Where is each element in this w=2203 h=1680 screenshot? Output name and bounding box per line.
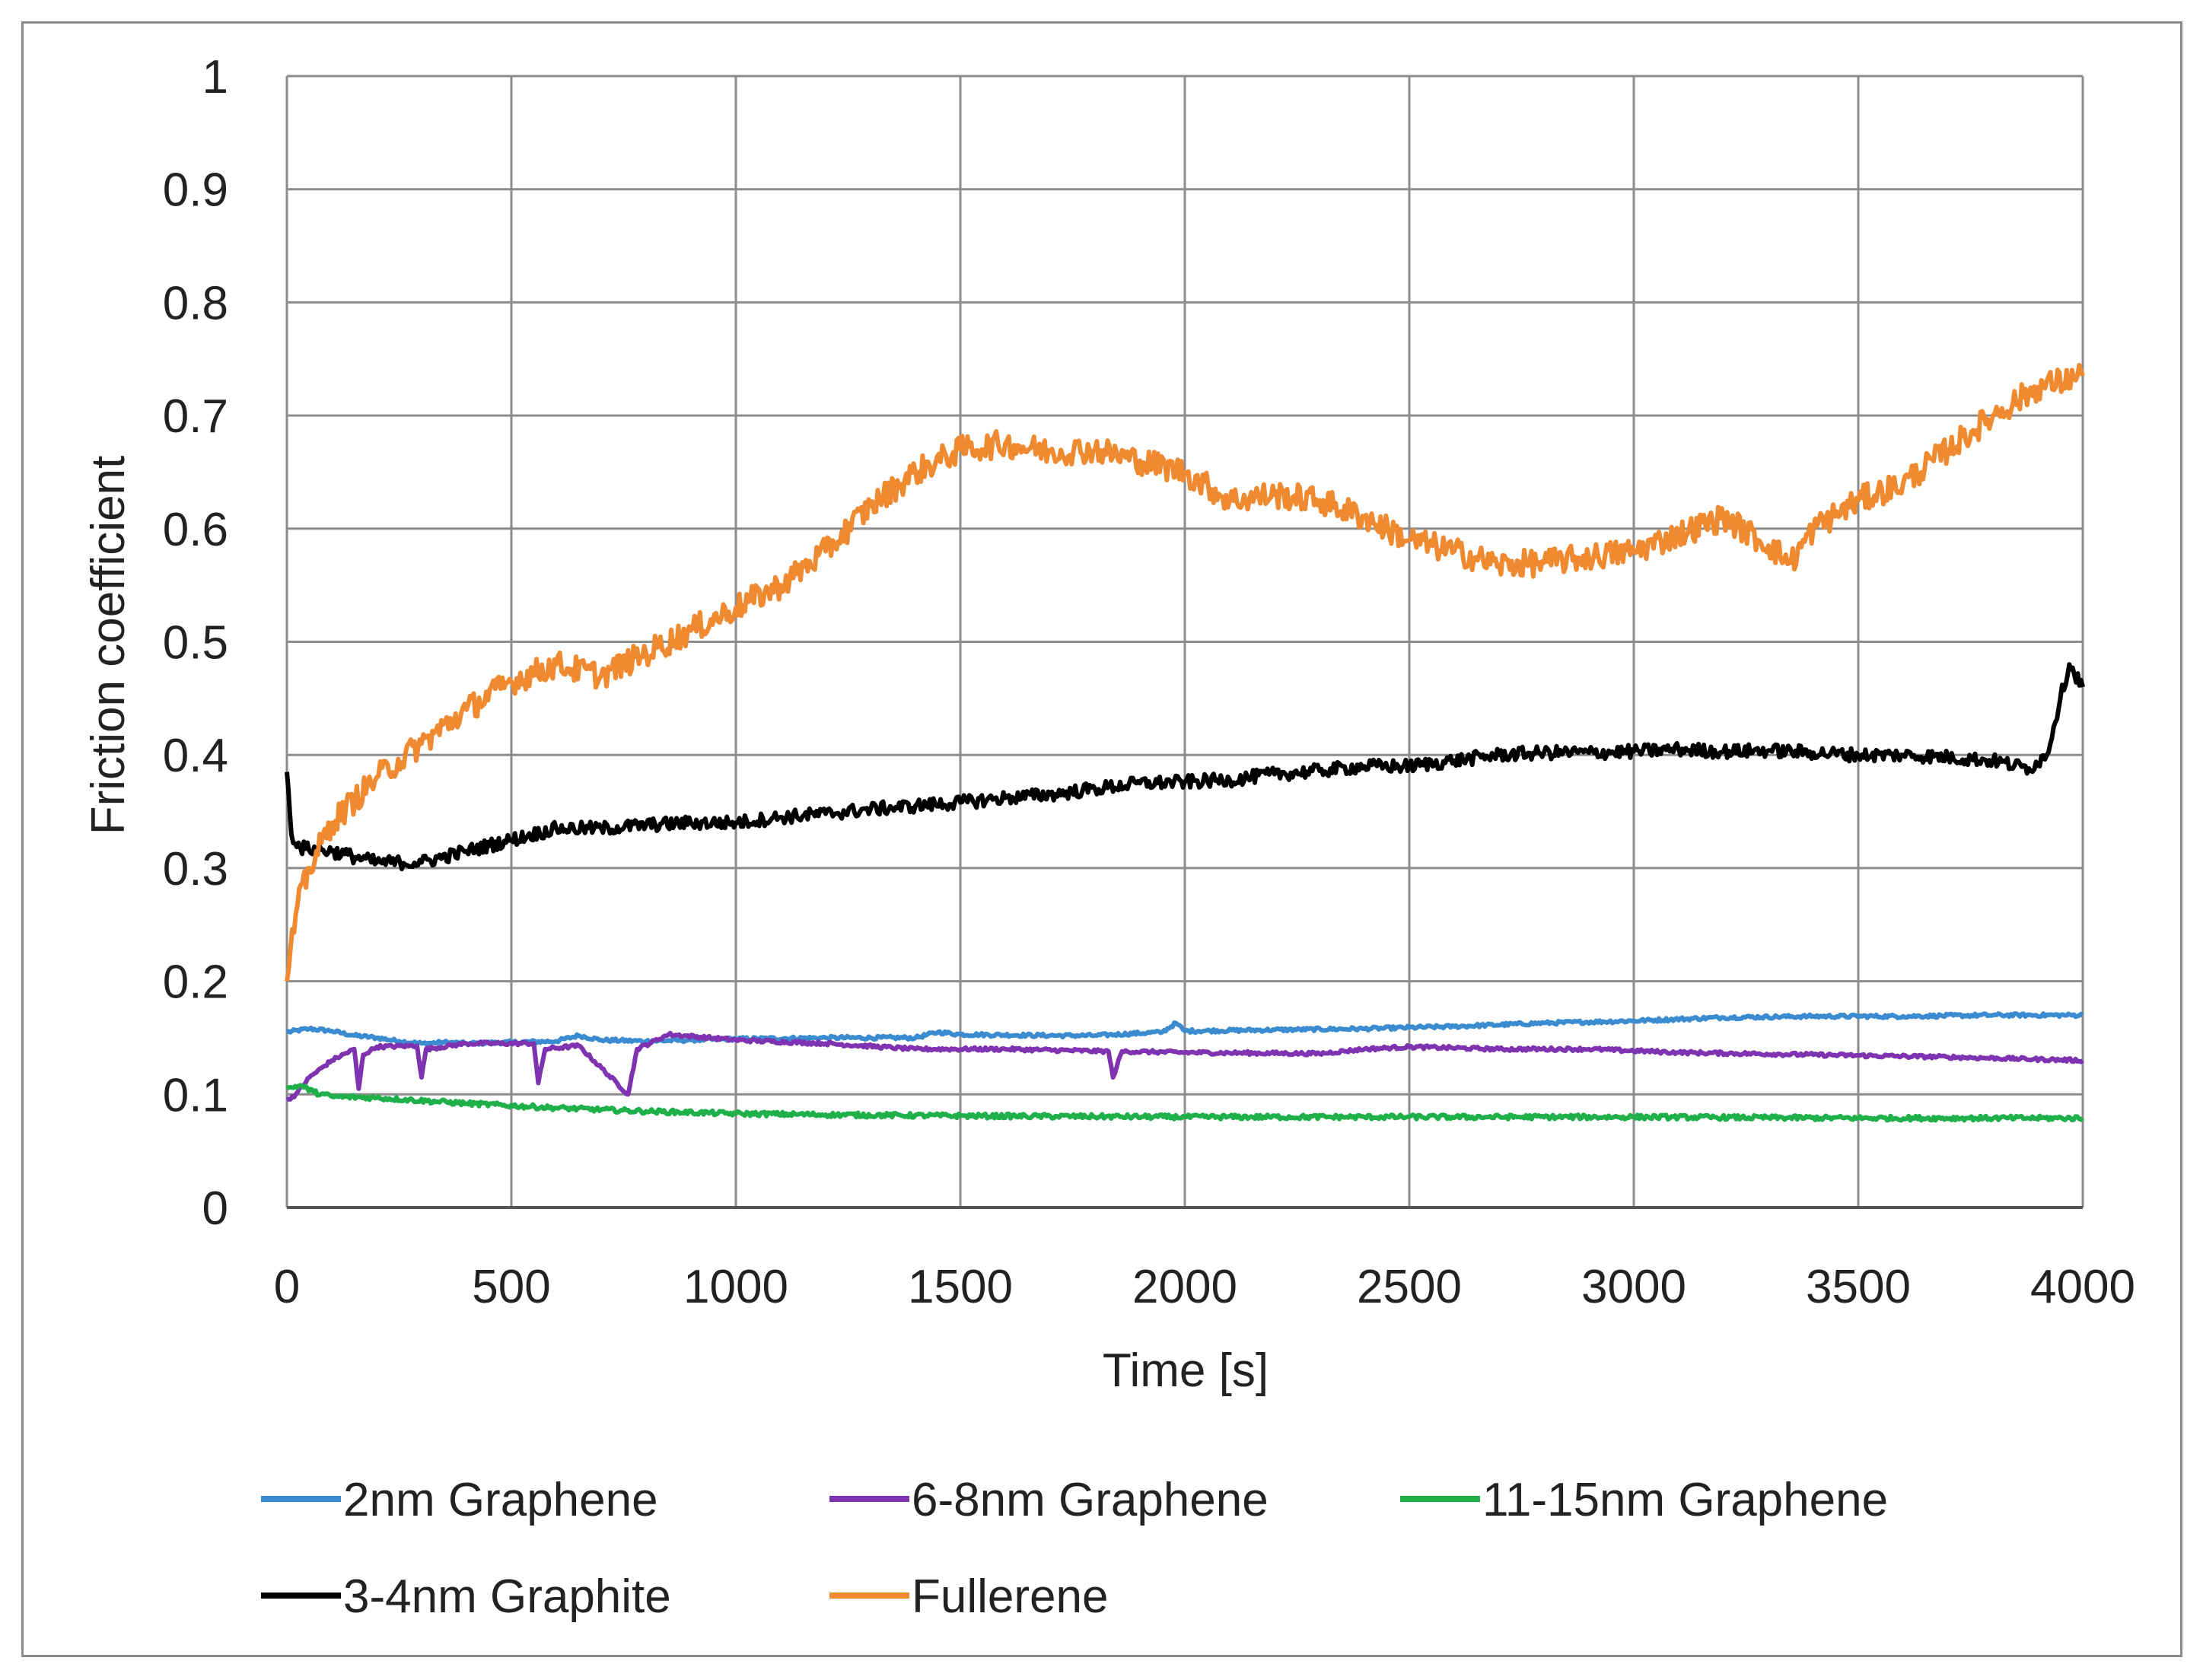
x-tick-label: 500: [472, 1261, 550, 1313]
x-tick-label: 2500: [1357, 1261, 1462, 1313]
y-tick-label: 0.9: [163, 164, 228, 217]
legend-label: 3-4nm Graphite: [343, 1570, 671, 1623]
y-tick-label: 0.4: [163, 730, 228, 782]
y-tick-label: 0.7: [163, 390, 228, 443]
legend-label: Fullerene: [912, 1570, 1108, 1623]
chart-frame: [21, 21, 2182, 1657]
legend-label: 11-15nm Graphene: [1482, 1474, 1888, 1526]
x-tick-label: 3500: [1806, 1261, 1911, 1313]
series-line-11-15nm-graphene: [285, 1083, 2084, 1123]
y-tick-label: 0: [202, 1182, 228, 1235]
series-line-fullerene: [285, 363, 2085, 982]
y-tick-label: 0.3: [163, 843, 228, 896]
y-tick-label: 0.1: [163, 1069, 228, 1122]
legend-label: 6-8nm Graphene: [912, 1474, 1269, 1526]
y-tick-label: 0.6: [163, 504, 228, 556]
x-tick-label: 1000: [683, 1261, 788, 1313]
series-line-2nm-graphene: [285, 1011, 2084, 1048]
tick-labels: 0 0.1 0.2 0.3 0.4 0.5 0.6 0.7 0.8 0.9 1 0 500 1000 150…: [163, 51, 2135, 1313]
y-tick-label: 1: [202, 51, 228, 103]
series-lines: [285, 363, 2085, 1123]
series-line-3-4nm-graphite: [285, 662, 2085, 872]
x-tick-label: 4000: [2030, 1261, 2135, 1313]
x-axis-title: Time [s]: [1103, 1344, 1269, 1397]
y-tick-label: 0.8: [163, 277, 228, 329]
x-tick-label: 1500: [908, 1261, 1013, 1313]
grid: [285, 75, 2084, 1209]
legend-label: 2nm Graphene: [343, 1474, 658, 1526]
x-tick-label: 2000: [1132, 1261, 1237, 1313]
series-line-6-8nm-graphene: [285, 1030, 2084, 1102]
legend: 2nm Graphene 6-8nm Graphene 11-15nm Graphe…: [261, 1474, 1888, 1623]
y-axis-title: Friction coefficient: [82, 456, 135, 835]
y-tick-label: 0.5: [163, 617, 228, 670]
x-tick-label: 0: [274, 1261, 300, 1313]
x-tick-label: 3000: [1581, 1261, 1686, 1313]
y-tick-label: 0.2: [163, 956, 228, 1009]
